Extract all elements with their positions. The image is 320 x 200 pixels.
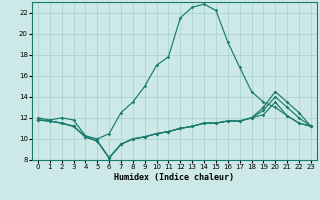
X-axis label: Humidex (Indice chaleur): Humidex (Indice chaleur): [115, 173, 234, 182]
